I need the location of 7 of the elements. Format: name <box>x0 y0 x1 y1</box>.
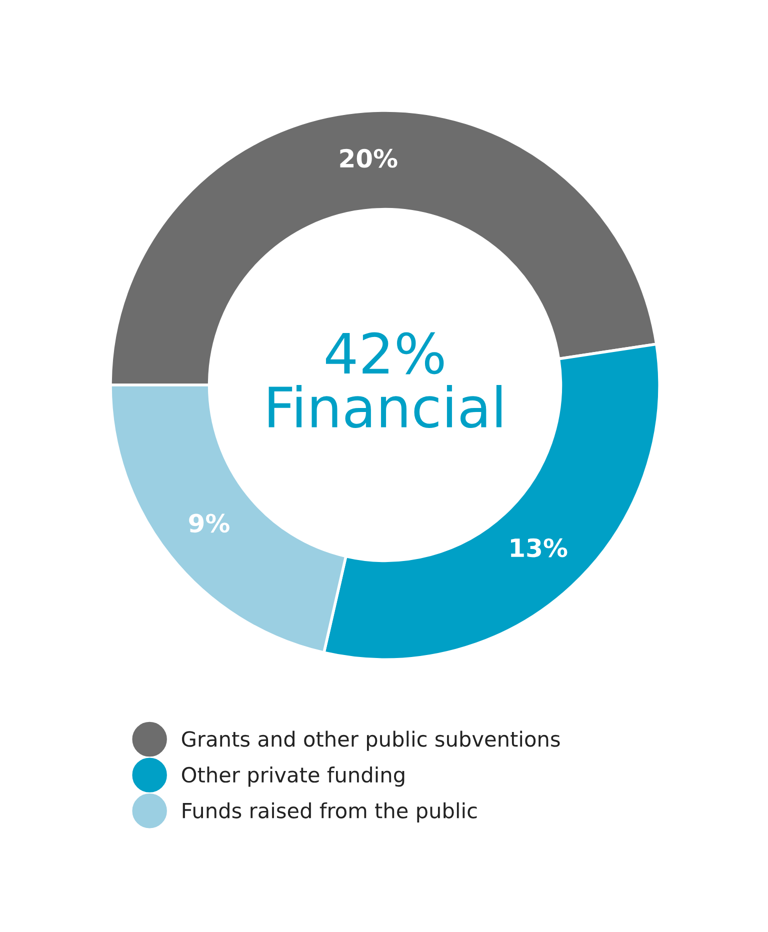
data-label: 9% <box>189 514 230 533</box>
data-label: 13% <box>511 538 568 558</box>
legend-label: Grants and other public subventions <box>182 730 560 751</box>
legend-label: Other private funding <box>182 766 404 787</box>
legend-label: Funds raised from the public <box>182 802 477 822</box>
data-label: 20% <box>340 148 398 168</box>
text: 42% Financial <box>268 332 502 428</box>
